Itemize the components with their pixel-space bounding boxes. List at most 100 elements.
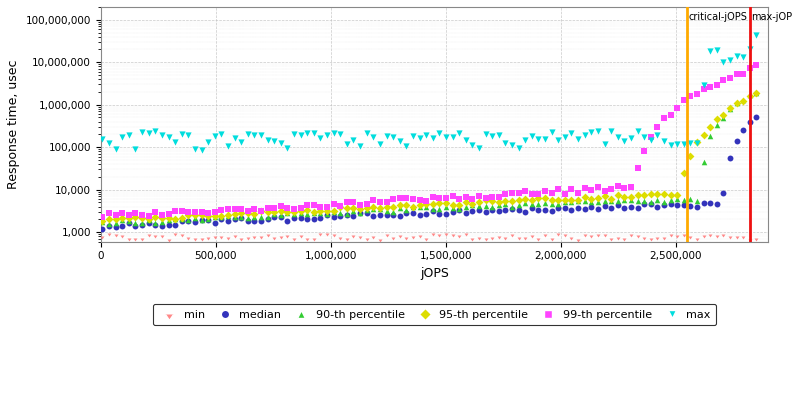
Point <box>737 126 750 133</box>
Point <box>585 186 598 193</box>
Point <box>215 216 228 222</box>
Point <box>122 215 135 221</box>
Point <box>678 140 690 147</box>
Point <box>466 142 478 148</box>
Point <box>347 232 360 238</box>
Point <box>486 204 498 211</box>
Point <box>717 231 730 238</box>
Point <box>96 219 109 225</box>
Point <box>459 199 472 206</box>
Point <box>638 134 650 140</box>
Point <box>386 196 399 203</box>
Point <box>453 130 466 136</box>
Point <box>473 193 486 199</box>
Point <box>155 223 168 229</box>
Point <box>314 230 327 236</box>
Point <box>558 190 571 197</box>
Point <box>347 199 360 206</box>
Point <box>546 190 558 196</box>
Point <box>215 207 228 213</box>
Point <box>162 214 175 221</box>
Point <box>254 208 267 214</box>
Point <box>532 136 545 142</box>
Point <box>625 204 638 210</box>
Point <box>611 183 624 190</box>
Point <box>208 132 221 139</box>
Point <box>426 201 439 208</box>
Point <box>413 232 426 239</box>
Point <box>202 217 214 224</box>
Point <box>149 232 162 238</box>
Point <box>591 184 604 190</box>
Point <box>526 205 538 211</box>
Point <box>631 164 644 171</box>
Point <box>242 234 254 240</box>
Point <box>479 203 492 209</box>
Point <box>189 146 202 152</box>
Point <box>644 134 657 140</box>
Point <box>638 201 650 207</box>
Point <box>307 216 320 222</box>
Point <box>631 205 644 211</box>
Point <box>526 200 538 207</box>
Point <box>136 212 149 218</box>
Point <box>724 155 737 162</box>
Point <box>248 206 261 212</box>
Point <box>439 203 452 210</box>
Point <box>532 195 545 201</box>
Point <box>690 204 703 210</box>
Point <box>110 212 122 218</box>
Point <box>512 233 525 240</box>
Point <box>565 234 578 241</box>
Point <box>737 233 750 239</box>
Point <box>261 205 274 212</box>
Point <box>439 134 452 141</box>
Point <box>651 204 664 210</box>
Point <box>367 134 380 140</box>
Point <box>519 200 532 206</box>
Point <box>585 199 598 206</box>
Point <box>698 82 710 88</box>
Point <box>406 204 419 211</box>
Point <box>327 130 340 136</box>
Point <box>222 206 234 213</box>
Point <box>268 205 281 212</box>
Point <box>598 140 611 147</box>
Point <box>234 235 247 241</box>
Point <box>155 218 168 225</box>
Point <box>248 233 261 240</box>
Point <box>724 232 737 239</box>
Point <box>169 222 182 228</box>
Point <box>202 139 214 145</box>
Point <box>288 209 301 215</box>
Point <box>195 146 208 153</box>
Point <box>182 209 194 216</box>
Point <box>493 233 506 240</box>
Point <box>334 131 346 138</box>
Point <box>493 208 506 214</box>
Point <box>394 232 406 238</box>
Point <box>162 211 175 217</box>
Point <box>142 216 155 222</box>
Point <box>625 184 638 190</box>
Point <box>341 212 354 218</box>
Point <box>532 200 545 207</box>
Point <box>234 210 247 216</box>
Point <box>288 206 301 212</box>
Point <box>182 217 194 224</box>
Point <box>122 212 135 218</box>
Point <box>314 135 327 142</box>
Point <box>268 234 281 241</box>
Point <box>512 190 525 196</box>
Point <box>175 218 188 224</box>
Point <box>380 212 393 218</box>
Point <box>102 220 115 227</box>
Point <box>102 210 115 216</box>
Point <box>591 128 604 134</box>
Point <box>684 203 697 209</box>
Point <box>466 201 478 208</box>
Point <box>307 202 320 208</box>
Point <box>354 210 366 216</box>
Point <box>116 215 129 222</box>
Point <box>374 140 386 147</box>
